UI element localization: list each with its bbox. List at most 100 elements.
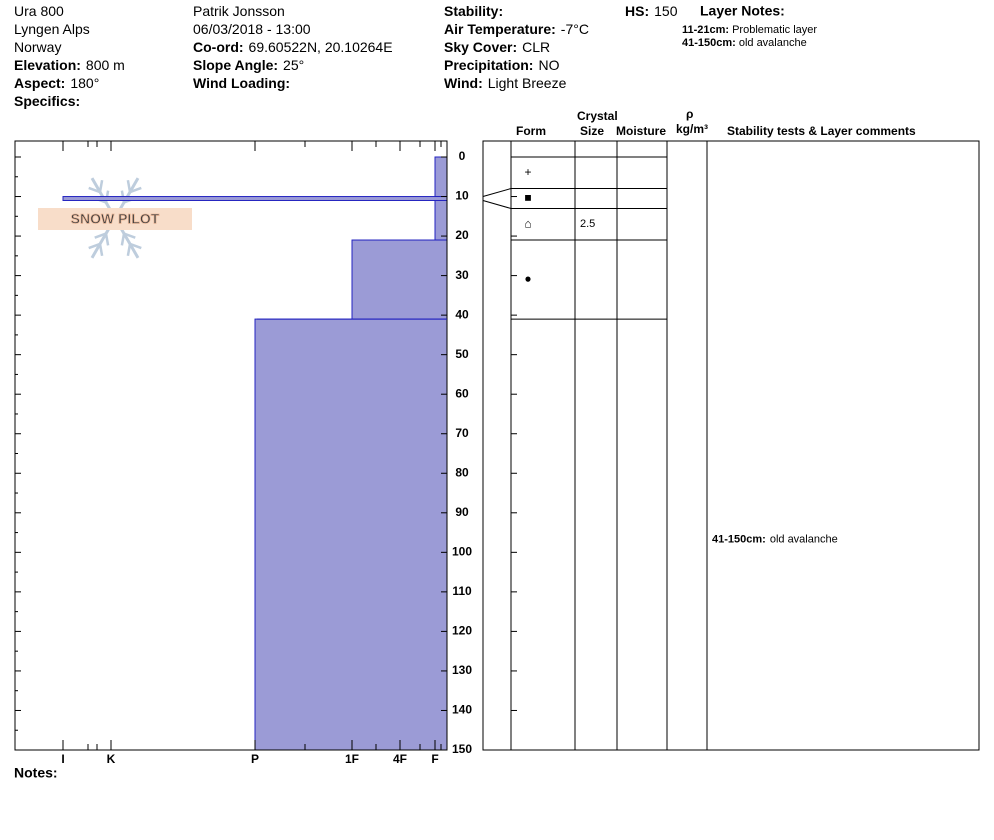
logo: SNOW PILOT	[38, 177, 192, 259]
depth-label: 70	[455, 426, 469, 440]
layer-comment: 41-150cm: old avalanche	[712, 533, 838, 545]
field: Lyngen Alps	[14, 21, 90, 37]
depth-label: 140	[452, 703, 472, 717]
field: Co-ord: 69.60522N, 20.10264E	[193, 39, 393, 55]
logo-flake	[88, 186, 101, 194]
depth-label: 80	[455, 465, 469, 479]
field-value: NO	[538, 57, 559, 73]
logo-flake	[129, 242, 142, 250]
field: Aspect: 180°	[14, 75, 99, 91]
layer-note-text: Problematic layer	[732, 24, 817, 36]
hardness-bar	[434, 199, 448, 241]
depth-label: 0	[459, 149, 466, 163]
table-header: kg/m³	[676, 122, 708, 136]
field: Precipitation: NO	[444, 57, 560, 73]
field-label: Sky Cover:	[444, 39, 517, 55]
field-label: Co-ord:	[193, 39, 244, 55]
field-value: 800 m	[86, 57, 125, 73]
field-value: 69.60522N, 20.10264E	[249, 39, 393, 55]
field-label: Wind Loading:	[193, 75, 290, 91]
field: Norway	[14, 39, 61, 55]
table-frame	[482, 140, 980, 751]
logo-flake	[88, 242, 101, 250]
field-text: Ura 800	[14, 3, 64, 19]
field: Stability:	[444, 3, 503, 19]
field: Ura 800	[14, 3, 64, 19]
notes-label: Notes:	[14, 765, 58, 781]
depth-label: 110	[452, 584, 472, 598]
field-text: Patrik Jonsson	[193, 3, 285, 19]
depth-label: 30	[455, 268, 469, 282]
depth-label: 40	[455, 307, 469, 321]
field: Wind: Light Breeze	[444, 75, 567, 91]
field: Sky Cover: CLR	[444, 39, 550, 55]
depth-label: 120	[452, 624, 472, 638]
hardness-label: 4F	[393, 752, 407, 766]
depth-label: 60	[455, 386, 469, 400]
field-label: Precipitation:	[444, 57, 533, 73]
grain-form: ●	[524, 272, 531, 286]
layer-connector	[482, 188, 512, 198]
hardness-label: K	[107, 752, 116, 766]
logo-band	[38, 208, 192, 230]
depth-label: 50	[455, 347, 469, 361]
layer-note-range: 41-150cm:	[682, 37, 736, 49]
field-label: Stability:	[444, 3, 503, 19]
table-header: ρ	[686, 107, 693, 121]
layer-notes-title: Layer Notes:	[700, 3, 785, 19]
grain-form: ⌂	[524, 216, 531, 230]
logo-flake	[129, 186, 142, 194]
layer-note-range: 11-21cm:	[682, 24, 729, 36]
logo-flake	[98, 179, 104, 193]
field-value: -7°C	[561, 21, 589, 37]
logo-flake	[126, 243, 132, 257]
field-value: CLR	[522, 39, 550, 55]
field: Wind Loading:	[193, 75, 290, 91]
field-label: Air Temperature:	[444, 21, 556, 37]
field-value: Light Breeze	[488, 75, 567, 91]
field-label: Wind:	[444, 75, 483, 91]
table-header: Form	[516, 124, 546, 138]
layer-note: 41-150cm: old avalanche	[682, 37, 807, 49]
depth-label: 100	[452, 545, 472, 559]
field: Slope Angle: 25°	[193, 57, 304, 73]
layer-note-text: old avalanche	[739, 37, 807, 49]
layer-note: 11-21cm: Problematic layer	[682, 24, 817, 36]
hardness-bar	[62, 196, 448, 201]
logo-text: SNOW PILOT	[71, 211, 160, 227]
layer-comment-text: old avalanche	[770, 533, 838, 545]
field: Specifics:	[14, 93, 80, 109]
depth-label: 90	[455, 505, 469, 519]
field-label: Specifics:	[14, 93, 80, 109]
field: 06/03/2018 - 13:00	[193, 21, 311, 37]
field: Patrik Jonsson	[193, 3, 285, 19]
depth-label: 130	[452, 663, 472, 677]
field-text: 06/03/2018 - 13:00	[193, 21, 311, 37]
depth-label: 20	[455, 228, 469, 242]
grain-size: 2.5	[580, 218, 595, 230]
layer-connector	[482, 200, 512, 209]
field-text: Lyngen Alps	[14, 21, 90, 37]
hardness-label: F	[431, 752, 438, 766]
hardness-bar	[254, 318, 448, 751]
field-value: 150	[654, 3, 678, 19]
field-value: 180°	[70, 75, 99, 91]
hardness-bar	[351, 239, 448, 320]
depth-label: 150	[452, 742, 472, 756]
field-label: Aspect:	[14, 75, 65, 91]
table-header: Size	[580, 124, 604, 138]
depth-label: 10	[455, 189, 469, 203]
grain-form: ■	[524, 191, 531, 205]
field: Elevation: 800 m	[14, 57, 125, 73]
field: Air Temperature: -7°C	[444, 21, 589, 37]
field: HS: 150	[625, 3, 678, 19]
logo-flake	[94, 232, 107, 239]
field-label: Slope Angle:	[193, 57, 278, 73]
field-label: HS:	[625, 3, 649, 19]
field-value: 25°	[283, 57, 304, 73]
table-header: Stability tests & Layer comments	[727, 124, 916, 138]
hardness-label: P	[251, 752, 259, 766]
layer-comment-range: 41-150cm:	[712, 533, 766, 545]
field-label: Elevation:	[14, 57, 81, 73]
